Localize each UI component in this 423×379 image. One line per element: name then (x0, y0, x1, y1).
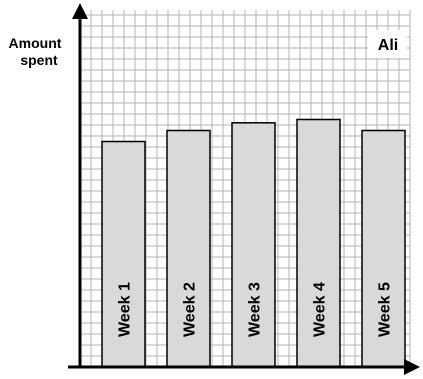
x-axis-arrowhead (404, 359, 420, 375)
bars: Week 1 Week 2 Week 3 Week 4 Week 5 (101, 118, 406, 368)
bar-week-2 (166, 129, 211, 368)
bar-week-1 (101, 140, 146, 368)
y-axis-arrowhead (72, 3, 88, 19)
bar-label-week-5: Week 5 (377, 282, 394, 337)
axes (68, 3, 420, 375)
bar-week-4 (296, 118, 341, 368)
bar-label-week-3: Week 3 (247, 282, 264, 337)
bar-label-week-4: Week 4 (312, 282, 329, 337)
bar-label-week-2: Week 2 (182, 282, 199, 337)
series-name-badge (368, 30, 407, 58)
y-axis-label-line-1: Amount (9, 35, 62, 51)
y-axis-label-line-2: spent (20, 52, 58, 68)
series-name-label: Ali (378, 37, 398, 54)
bar-week-3 (231, 122, 276, 368)
bar-label-week-1: Week 1 (117, 282, 134, 337)
